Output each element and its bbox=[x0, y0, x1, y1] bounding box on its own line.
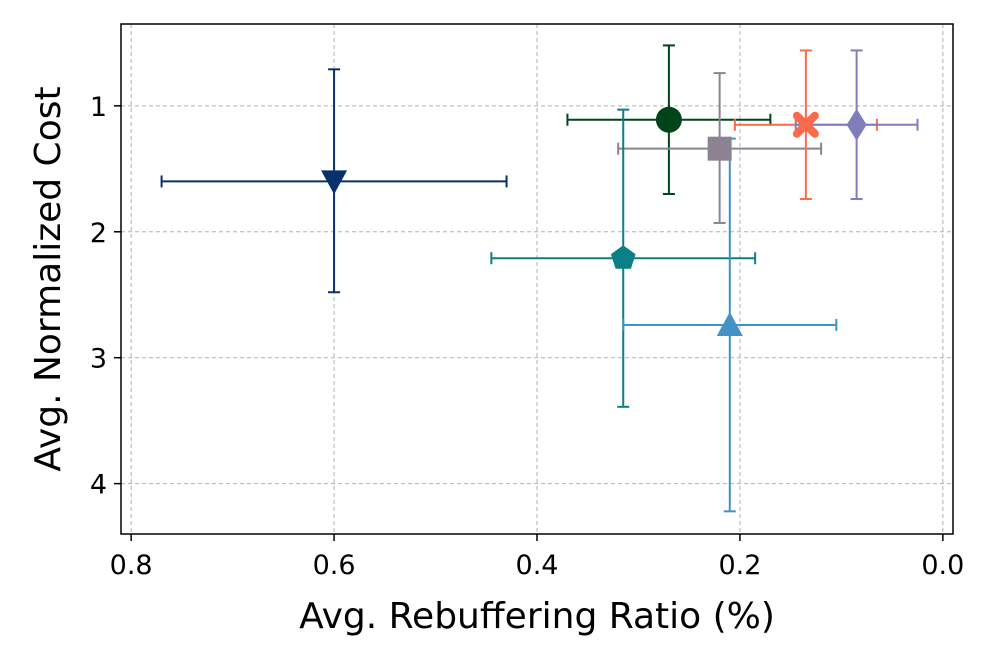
x-tick-label: 0.4 bbox=[516, 550, 559, 581]
y-axis-ticks: 1 2 3 4 bbox=[90, 92, 121, 501]
y-axis-label: Avg. Normalized Cost bbox=[28, 86, 69, 471]
green-circle-marker bbox=[655, 106, 682, 133]
y-tick-label: 1 bbox=[90, 92, 107, 123]
y-tick-label: 4 bbox=[90, 470, 107, 501]
y-tick-label: 3 bbox=[90, 344, 107, 375]
x-tick-label: 0.2 bbox=[718, 550, 761, 581]
y-tick-label: 2 bbox=[90, 218, 107, 249]
navy-triangle-down-marker bbox=[321, 170, 348, 195]
x-tick-label: 0.8 bbox=[110, 550, 153, 581]
x-tick-label: 0.0 bbox=[921, 550, 964, 581]
teal-pentagon-marker bbox=[610, 245, 636, 269]
x-tick-label: 0.6 bbox=[313, 550, 356, 581]
x-axis-ticks: 0.8 0.6 0.4 0.2 0.0 bbox=[110, 534, 964, 581]
blue-triangle-up-marker bbox=[716, 311, 743, 336]
salmon-x-marker bbox=[792, 111, 819, 138]
x-axis-label: Avg. Rebuffering Ratio (%) bbox=[299, 596, 775, 637]
gray-square-marker bbox=[707, 136, 732, 161]
purple-diamond-marker bbox=[846, 108, 867, 141]
markers bbox=[321, 106, 867, 336]
